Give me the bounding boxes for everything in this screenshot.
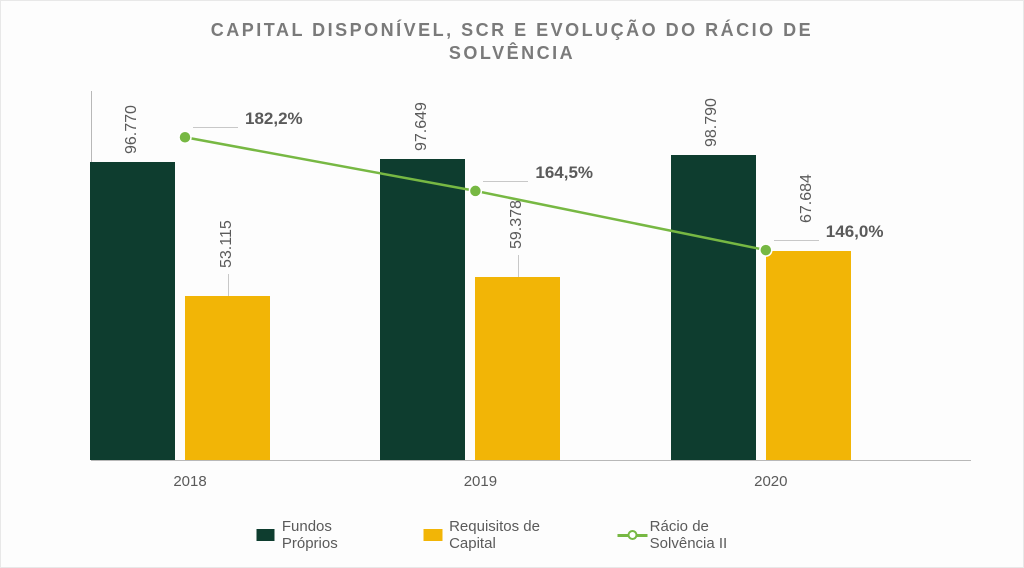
bar-requisitos-2019 <box>475 277 560 460</box>
legend-label-requisitos: Requisitos de Capital <box>449 518 568 552</box>
bar-label-fundos-2020: 98.790 <box>703 98 721 147</box>
bar-fundos-2020 <box>671 155 756 460</box>
legend-item-fundos: Fundos Próprios <box>257 518 374 552</box>
legend-label-fundos: Fundos Próprios <box>282 518 374 552</box>
bar-label-requisitos-2018: 53.115 <box>218 220 236 268</box>
x-tick-2018: 2018 <box>90 473 290 490</box>
legend: Fundos Próprios Requisitos de Capital Rá… <box>257 518 768 552</box>
legend-item-racio: Rácio de Solvência II <box>618 518 768 552</box>
bar-fundos-2019 <box>380 159 465 460</box>
line-label-2018: 182,2% <box>245 109 303 129</box>
bar-fundos-2018 <box>90 162 175 460</box>
plot-area: MILHARES € 96.770 53.115 2018 97.649 59.… <box>91 91 971 461</box>
group-2019: 97.649 59.378 2019 <box>380 91 580 460</box>
group-2020: 98.790 67.684 2020 <box>671 91 871 460</box>
legend-label-racio: Rácio de Solvência II <box>650 518 768 552</box>
bar-label-requisitos-2020: 67.684 <box>798 174 816 223</box>
x-tick-2020: 2020 <box>671 473 871 490</box>
leader-2019 <box>518 255 519 277</box>
line-leader-2019 <box>483 181 528 182</box>
chart-title: CAPITAL DISPONÍVEL, SCR E EVOLUÇÃO DO RÁ… <box>1 1 1023 66</box>
legend-item-requisitos: Requisitos de Capital <box>424 518 568 552</box>
line-leader-2018 <box>193 127 238 128</box>
title-line2: SOLVÊNCIA <box>449 43 575 63</box>
leader-2018 <box>228 274 229 296</box>
legend-swatch-fundos <box>257 529 275 541</box>
x-tick-2019: 2019 <box>380 473 580 490</box>
bar-label-fundos-2019: 97.649 <box>413 102 431 151</box>
line-leader-2020 <box>774 240 819 241</box>
group-2018: 96.770 53.115 2018 <box>90 91 290 460</box>
bar-label-requisitos-2019: 59.378 <box>508 200 526 249</box>
legend-swatch-requisitos <box>424 529 442 541</box>
bar-requisitos-2018 <box>185 296 270 460</box>
line-label-2020: 146,0% <box>826 222 884 242</box>
bar-requisitos-2020 <box>766 251 851 460</box>
line-label-2019: 164,5% <box>535 163 593 183</box>
solvency-chart: CAPITAL DISPONÍVEL, SCR E EVOLUÇÃO DO RÁ… <box>0 0 1024 568</box>
title-line1: CAPITAL DISPONÍVEL, SCR E EVOLUÇÃO DO RÁ… <box>211 20 813 40</box>
legend-swatch-racio <box>618 529 643 541</box>
bar-label-fundos-2018: 96.770 <box>123 105 141 154</box>
